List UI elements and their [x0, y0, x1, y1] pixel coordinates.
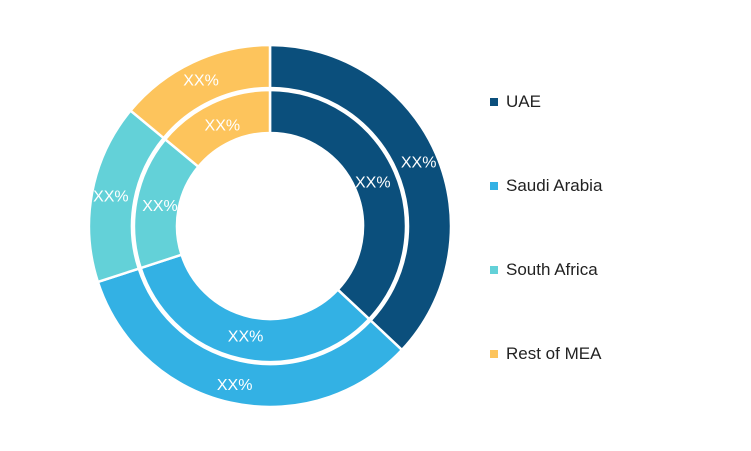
legend-item-rest-of-mea: Rest of MEA [490, 340, 602, 368]
legend-swatch [490, 182, 498, 190]
outer-slice-label: XX% [183, 72, 219, 89]
legend-label: Rest of MEA [506, 344, 601, 364]
legend-swatch [490, 266, 498, 274]
legend-swatch [490, 98, 498, 106]
legend-item-uae: UAE [490, 88, 602, 116]
inner-slice-label: XX% [355, 175, 391, 192]
legend-label: UAE [506, 92, 541, 112]
outer-slice-label: XX% [93, 189, 129, 206]
legend: UAE Saudi Arabia South Africa Rest of ME… [490, 88, 602, 424]
legend-label: South Africa [506, 260, 598, 280]
legend-label: Saudi Arabia [506, 176, 602, 196]
inner-slice-label: XX% [142, 198, 178, 215]
legend-swatch [490, 350, 498, 358]
inner-slice-label: XX% [205, 118, 241, 135]
outer-slice-label: XX% [401, 155, 437, 172]
legend-item-saudi-arabia: Saudi Arabia [490, 172, 602, 200]
legend-item-south-africa: South Africa [490, 256, 602, 284]
outer-slice-label: XX% [217, 377, 253, 394]
inner-slice-label: XX% [228, 328, 264, 345]
